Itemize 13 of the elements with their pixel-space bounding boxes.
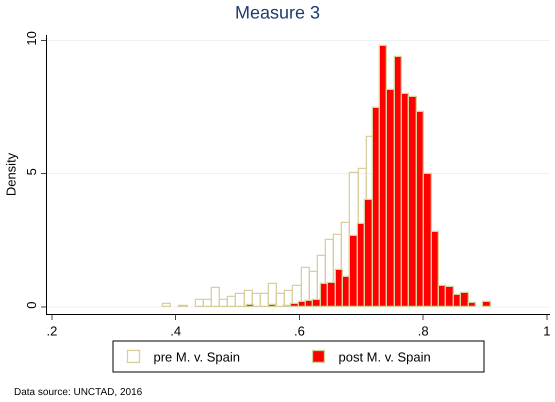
x-tick-label: .8 xyxy=(418,324,429,339)
x-tick-label: .6 xyxy=(294,324,305,339)
x-tick-label: 1 xyxy=(543,324,551,339)
y-tick-label: 5 xyxy=(24,168,39,176)
x-tick-label: .2 xyxy=(46,324,58,339)
legend-label: post M. v. Spain xyxy=(338,350,431,365)
y-axis-title: Density xyxy=(4,152,19,196)
chart-title: Measure 3 xyxy=(234,2,320,23)
source-note: Data source: UNCTAD, 2016 xyxy=(14,387,143,398)
y-tick-label: 0 xyxy=(24,302,39,309)
y-tick-label: 10 xyxy=(24,31,39,46)
x-tick-label: .4 xyxy=(170,324,182,339)
legend-label: pre M. v. Spain xyxy=(154,350,240,365)
